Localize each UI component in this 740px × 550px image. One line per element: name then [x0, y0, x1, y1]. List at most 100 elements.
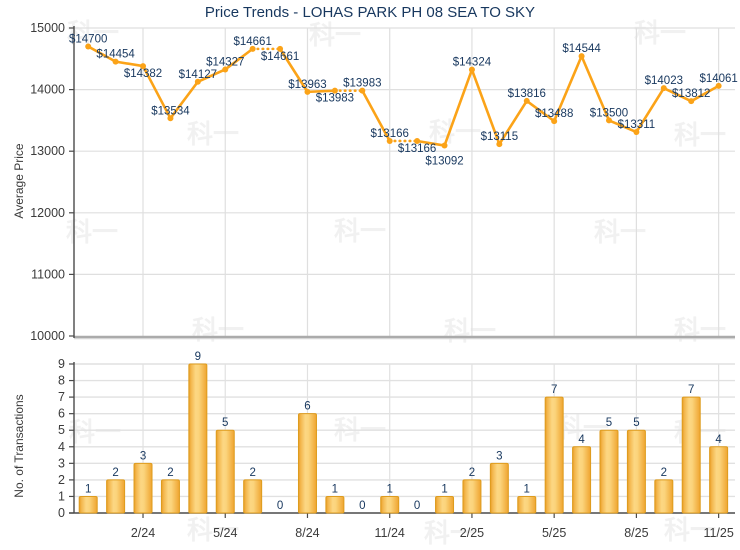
watermark: 科一	[444, 316, 496, 346]
price-point-marker	[304, 88, 311, 95]
price-point-label: $13983	[316, 93, 354, 105]
transaction-bar-label: 5	[222, 417, 228, 429]
transaction-bar-label: 0	[277, 500, 283, 512]
transaction-bar-label: 1	[85, 483, 91, 495]
transaction-bar	[106, 479, 126, 514]
transaction-bar	[188, 363, 208, 514]
price-line-segment	[223, 47, 254, 71]
transaction-bar-label: 0	[359, 500, 365, 512]
price-line-segment	[114, 60, 145, 68]
price-point-marker	[249, 45, 256, 52]
price-point-label: $13500	[590, 107, 628, 119]
transaction-bar	[681, 396, 701, 514]
transaction-bar-label: 2	[249, 467, 255, 479]
date-tick-label: 11/24	[375, 526, 405, 540]
watermark: 科一	[424, 518, 476, 548]
price-line-segment	[415, 139, 446, 147]
price-y-tick-label: 13000	[30, 144, 65, 158]
price-line-segment	[196, 68, 227, 84]
transaction-bar-label: 1	[387, 483, 393, 495]
transaction-bar-label: 2	[469, 467, 475, 479]
price-point-label: $14544	[562, 43, 601, 55]
price-point-marker	[112, 58, 119, 65]
price-line-segment	[498, 99, 529, 146]
price-point-marker	[140, 63, 147, 70]
price-point-marker	[523, 97, 530, 104]
transaction-bar-label: 4	[578, 434, 585, 446]
price-point-label: $14382	[124, 68, 162, 80]
transactions-y-tick-label: 0	[58, 506, 65, 520]
transaction-bar	[160, 479, 180, 514]
date-tick-label: 8/24	[295, 526, 319, 540]
transaction-bar-label: 6	[304, 401, 310, 413]
transaction-bar	[517, 495, 537, 514]
price-point-label: $14661	[233, 36, 271, 48]
transaction-bar	[78, 495, 98, 514]
transaction-bar	[626, 429, 646, 514]
date-tick-label: 2/25	[460, 526, 484, 540]
date-tick-label: 5/25	[542, 526, 566, 540]
transaction-bar-label: 1	[441, 483, 447, 495]
transaction-bar-label: 5	[606, 417, 612, 429]
transaction-bar	[462, 479, 482, 514]
transactions-y-tick-label: 8	[58, 374, 65, 388]
price-point-marker	[468, 66, 475, 73]
price-point-label: $14454	[96, 49, 135, 61]
transactions-y-tick-label: 2	[58, 473, 65, 487]
price-point-marker	[660, 85, 667, 92]
price-point-marker	[605, 117, 612, 124]
price-line-segment	[580, 54, 611, 122]
price-point-marker	[441, 142, 448, 149]
price-point-label: $13166	[371, 128, 409, 140]
price-point-marker	[386, 137, 393, 144]
price-line-segment	[360, 89, 392, 143]
transaction-bar	[133, 462, 153, 514]
price-line-segment	[470, 68, 501, 146]
watermark: 科一	[187, 119, 239, 149]
watermark: 科一	[429, 117, 481, 147]
transaction-bar-label: 5	[633, 417, 639, 429]
price-point-marker	[496, 141, 503, 148]
watermark: 科一	[334, 216, 386, 246]
transactions-y-tick-label: 3	[58, 456, 65, 470]
transaction-bar	[380, 495, 400, 514]
price-point-marker	[633, 129, 640, 136]
price-point-label: $13816	[508, 88, 546, 100]
price-point-marker	[331, 87, 338, 94]
transaction-bar-label: 2	[167, 467, 173, 479]
price-point-marker	[578, 53, 585, 60]
price-line-segment	[306, 89, 337, 94]
transaction-bar	[654, 479, 674, 514]
price-y-tick-label: 10000	[30, 329, 65, 343]
transaction-bar-label: 0	[414, 500, 420, 512]
transactions-y-tick-label: 1	[58, 489, 65, 503]
price-line-segment	[525, 99, 556, 123]
transaction-bar	[297, 413, 317, 514]
price-point-label: $13534	[151, 105, 190, 117]
watermark: 科一	[664, 515, 716, 545]
price-line-segment	[86, 45, 117, 63]
transaction-bar-label: 2	[112, 467, 118, 479]
transaction-bar	[325, 495, 345, 514]
date-tick-label: 11/25	[703, 526, 733, 540]
price-point-marker	[359, 87, 366, 94]
price-point-label: $14327	[206, 56, 244, 68]
transaction-bar-label: 7	[551, 384, 557, 396]
transactions-y-tick-label: 6	[58, 407, 65, 421]
price-point-marker	[85, 43, 92, 50]
price-point-marker	[167, 115, 174, 122]
price-point-marker	[688, 98, 695, 105]
transaction-bar-label: 7	[688, 384, 694, 396]
price-point-label: $13983	[343, 78, 381, 90]
watermark: 科一	[187, 515, 239, 545]
transactions-y-tick-label: 7	[58, 390, 65, 404]
transactions-y-tick-label: 4	[58, 440, 65, 454]
price-point-marker	[194, 78, 201, 85]
transactions-y-tick-label: 5	[58, 423, 65, 437]
price-point-label: $13092	[425, 156, 463, 168]
price-line-segment	[662, 86, 693, 103]
transaction-bar-label: 3	[140, 450, 146, 462]
chart-title: Price Trends - LOHAS PARK PH 08 SEA TO S…	[204, 4, 536, 21]
price-line-segment	[689, 84, 720, 103]
